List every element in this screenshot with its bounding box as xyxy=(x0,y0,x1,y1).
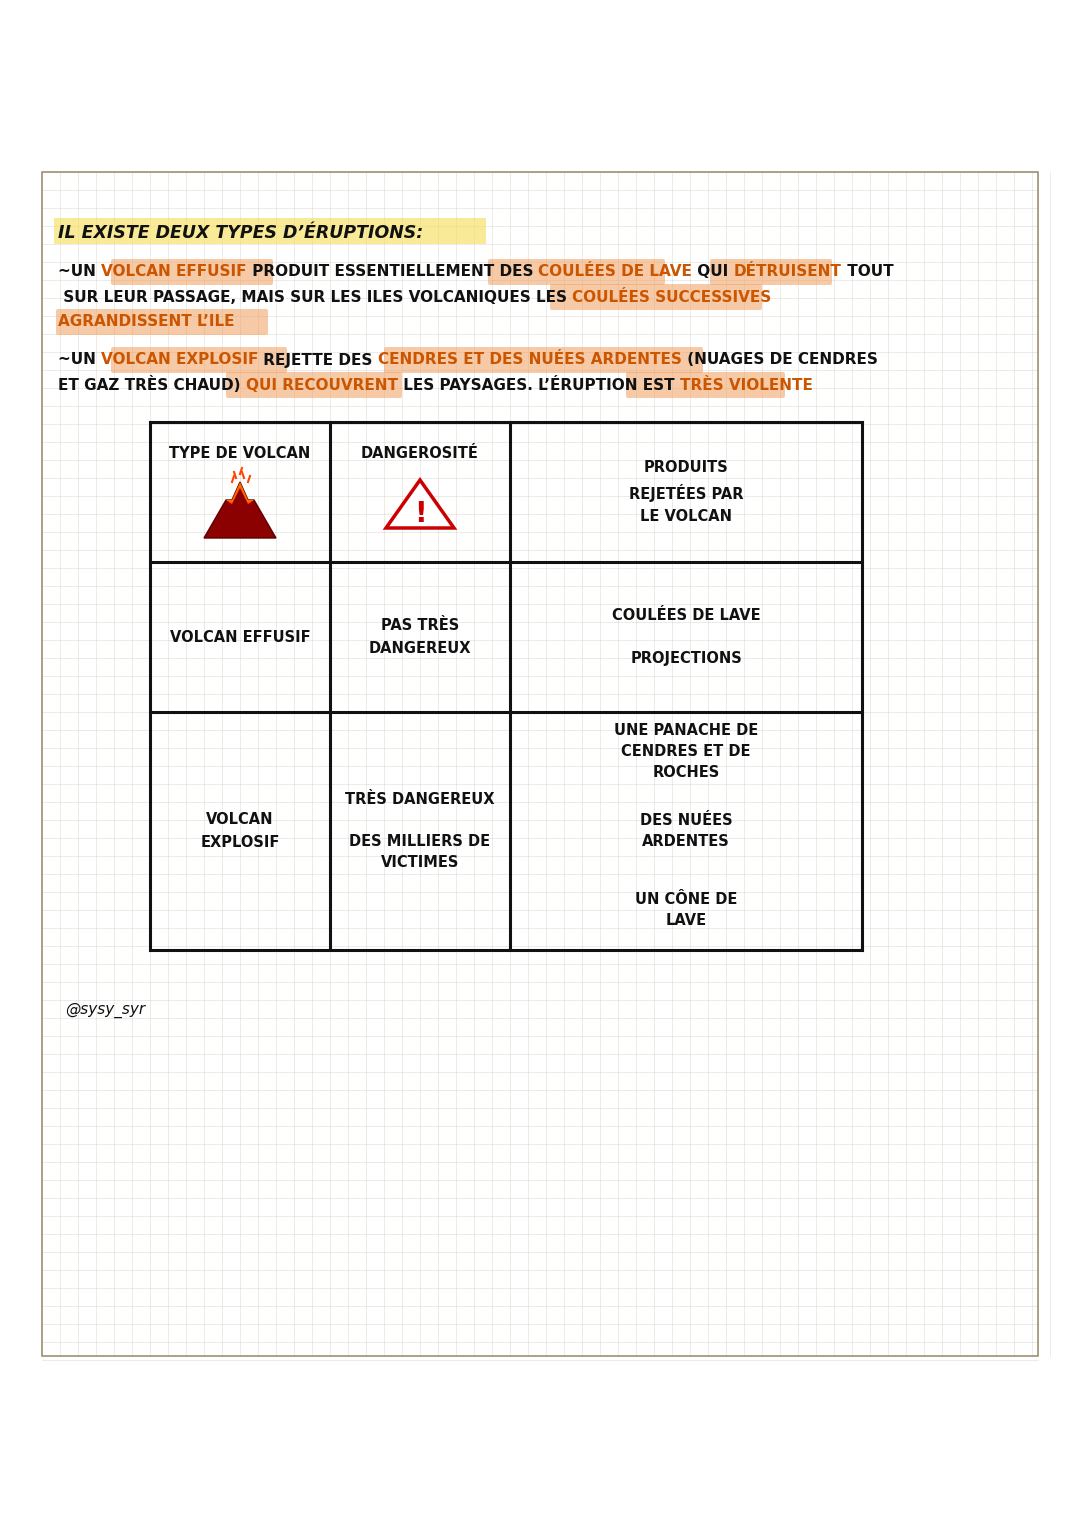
Text: VOLCAN EFFUSIF: VOLCAN EFFUSIF xyxy=(170,630,310,645)
Text: DÉTRUISENT: DÉTRUISENT xyxy=(733,264,841,280)
Text: SUR LEUR PASSAGE, MAIS SUR LES ILES VOLCANIQUES LES: SUR LEUR PASSAGE, MAIS SUR LES ILES VOLC… xyxy=(58,289,572,304)
Polygon shape xyxy=(204,481,276,538)
Text: UN CÔNE DE
LAVE: UN CÔNE DE LAVE xyxy=(635,892,738,929)
Text: REJETTE DES: REJETTE DES xyxy=(258,353,378,368)
Text: TRÈS VIOLENTE: TRÈS VIOLENTE xyxy=(679,377,812,393)
Text: UNE PANACHE DE
CENDRES ET DE
ROCHES: UNE PANACHE DE CENDRES ET DE ROCHES xyxy=(613,723,758,781)
Text: @sysy_syr: @sysy_syr xyxy=(65,1002,145,1018)
Text: TRÈS DANGEREUX

DES MILLIERS DE
VICTIMES: TRÈS DANGEREUX DES MILLIERS DE VICTIMES xyxy=(346,792,495,869)
FancyBboxPatch shape xyxy=(54,219,486,244)
Text: COULÉES SUCCESSIVES: COULÉES SUCCESSIVES xyxy=(572,289,771,304)
Text: PRODUIT ESSENTIELLEMENT DES: PRODUIT ESSENTIELLEMENT DES xyxy=(246,264,538,280)
Text: DANGEROSITÉ: DANGEROSITÉ xyxy=(361,446,478,461)
Text: AGRANDISSENT L’ILE: AGRANDISSENT L’ILE xyxy=(58,315,234,330)
FancyBboxPatch shape xyxy=(111,260,273,286)
FancyBboxPatch shape xyxy=(226,371,402,397)
Text: ~UN: ~UN xyxy=(58,264,102,280)
FancyBboxPatch shape xyxy=(111,347,287,373)
FancyBboxPatch shape xyxy=(710,260,832,286)
Text: CENDRES ET DES NUÉES ARDENTES: CENDRES ET DES NUÉES ARDENTES xyxy=(378,353,681,368)
Text: QUI: QUI xyxy=(692,264,733,280)
Polygon shape xyxy=(386,480,454,529)
FancyBboxPatch shape xyxy=(488,260,665,286)
Text: COULÉES DE LAVE: COULÉES DE LAVE xyxy=(538,264,692,280)
FancyBboxPatch shape xyxy=(626,371,785,397)
Text: (NUAGES DE CENDRES: (NUAGES DE CENDRES xyxy=(681,353,878,368)
Text: VOLCAN
EXPLOSIF: VOLCAN EXPLOSIF xyxy=(200,813,280,850)
Text: VOLCAN EXPLOSIF: VOLCAN EXPLOSIF xyxy=(102,353,258,368)
FancyBboxPatch shape xyxy=(384,347,703,373)
FancyBboxPatch shape xyxy=(56,309,268,335)
Text: LES PAYSAGES. L’ÉRUPTION EST: LES PAYSAGES. L’ÉRUPTION EST xyxy=(397,377,679,393)
Text: TYPE DE VOLCAN: TYPE DE VOLCAN xyxy=(170,446,311,461)
Text: QUI RECOUVRENT: QUI RECOUVRENT xyxy=(246,377,397,393)
Text: IL EXISTE DEUX TYPES D’ÉRUPTIONS:: IL EXISTE DEUX TYPES D’ÉRUPTIONS: xyxy=(58,225,423,241)
Text: ~UN: ~UN xyxy=(58,353,102,368)
Text: TOUT: TOUT xyxy=(841,264,893,280)
Text: PAS TRÈS
DANGEREUX: PAS TRÈS DANGEREUX xyxy=(368,619,471,656)
Text: VOLCAN EFFUSIF: VOLCAN EFFUSIF xyxy=(102,264,246,280)
Text: PROJECTIONS: PROJECTIONS xyxy=(630,651,742,666)
Text: DES NUÉES
ARDENTES: DES NUÉES ARDENTES xyxy=(639,813,732,850)
Text: PRODUITS
REJETÉES PAR
LE VOLCAN: PRODUITS REJETÉES PAR LE VOLCAN xyxy=(629,460,743,524)
Text: COULÉES DE LAVE: COULÉES DE LAVE xyxy=(611,608,760,622)
FancyBboxPatch shape xyxy=(550,284,762,310)
Polygon shape xyxy=(226,481,254,504)
Bar xyxy=(42,173,1038,1355)
Text: !: ! xyxy=(414,500,427,529)
Text: ET GAZ TRÈS CHAUD): ET GAZ TRÈS CHAUD) xyxy=(58,376,246,394)
